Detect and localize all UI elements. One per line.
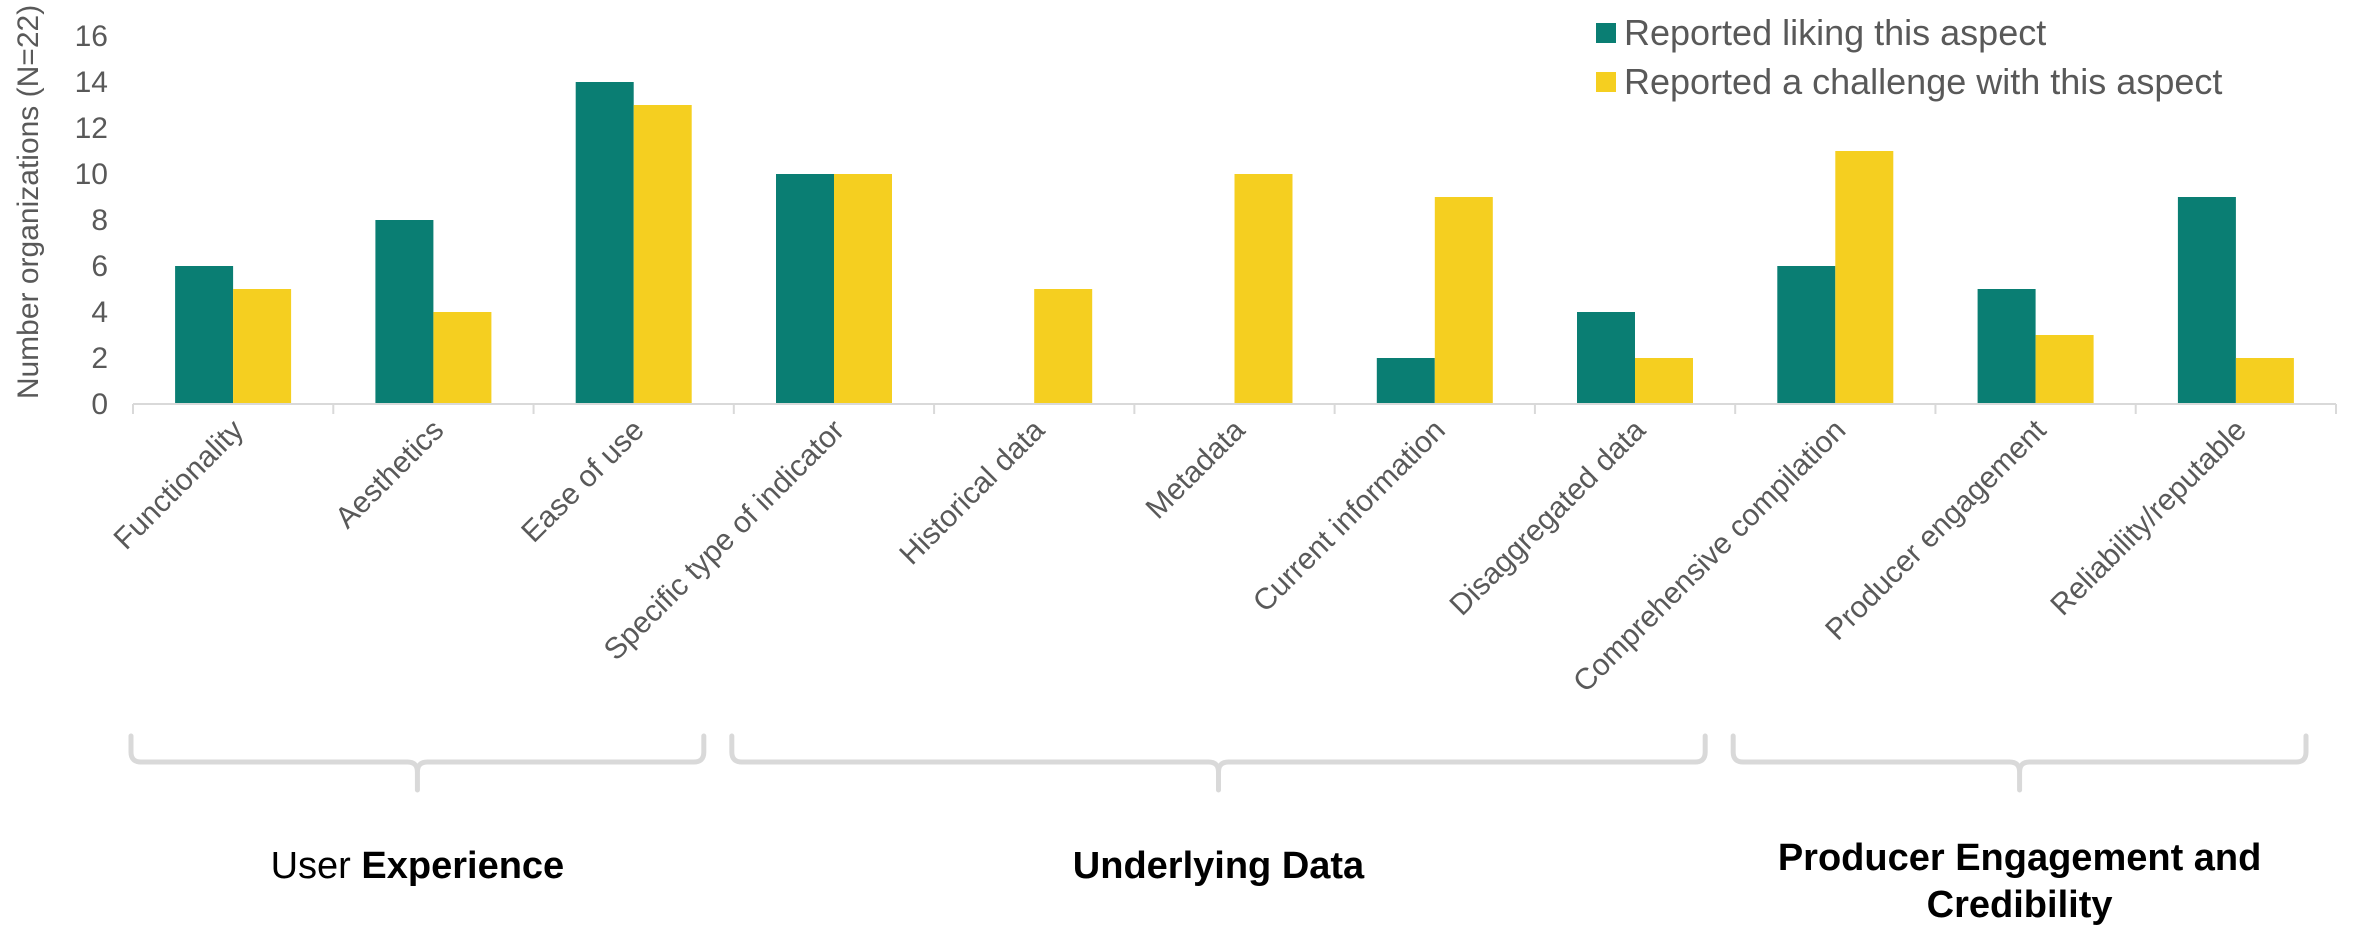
- bar-liked: [575, 82, 634, 404]
- x-axis-category-labels: Functionality Aesthetics Ease of useSpecif…: [108, 413, 2253, 699]
- group-bracket: [729, 733, 1708, 793]
- y-tick-label: 14: [75, 66, 108, 99]
- legend-swatch: [1596, 72, 1616, 92]
- group-label: Producer Engagement and: [1778, 837, 2262, 879]
- y-tick-label: 0: [91, 388, 108, 421]
- legend: Reported liking this aspect Reported a ch…: [1596, 12, 2222, 102]
- bar-liked: [776, 174, 834, 404]
- bar-liked: [175, 266, 234, 404]
- bar-liked: [1376, 358, 1435, 404]
- bar-challenge: [433, 312, 492, 404]
- y-tick-label: 8: [91, 204, 108, 237]
- group-label-part: Experience: [361, 845, 564, 887]
- bar-challenge: [1434, 197, 1493, 404]
- group-label-part: Underlying Data: [1073, 845, 1365, 887]
- bar-liked: [2177, 197, 2236, 404]
- bar-challenge: [1034, 289, 1093, 404]
- y-tick-label: 16: [75, 20, 108, 53]
- bar-liked: [1977, 289, 2036, 404]
- bar-challenge: [633, 105, 692, 404]
- bar-liked: [1777, 266, 1836, 404]
- bar-challenge: [2035, 335, 2094, 404]
- group-label: User Experience: [271, 845, 565, 887]
- x-category-label: Current information: [1247, 414, 1452, 619]
- x-category-label: Ease of use: [515, 414, 650, 549]
- y-axis-title-text: Number organizations (N=22): [12, 5, 45, 399]
- legend-swatch: [1596, 23, 1616, 43]
- y-tick-label: 4: [91, 296, 108, 329]
- y-tick-label: 10: [75, 158, 108, 191]
- group-label-part: User: [271, 845, 362, 887]
- bar-liked: [375, 220, 434, 404]
- bar-challenge: [233, 289, 292, 404]
- x-category-label: Functionality: [108, 414, 250, 556]
- x-category-label: Reliability/reputable: [2044, 414, 2252, 622]
- group-bracket: [1730, 733, 2309, 793]
- bar-challenge: [2235, 358, 2294, 404]
- x-axis-tick-marks: [132, 404, 2337, 414]
- y-axis-ticks: 0 2 4 6 8 10 12 14 16: [75, 20, 108, 421]
- y-tick-label: 6: [91, 250, 108, 283]
- group-label: Underlying Data: [1073, 845, 1365, 887]
- y-tick-label: 2: [91, 342, 108, 375]
- group-label: Credibility: [1927, 884, 2113, 926]
- x-category-label: Metadata: [1140, 413, 1252, 525]
- group-bracket: [128, 733, 707, 793]
- y-axis-title: Number organizations (N=22): [12, 5, 45, 399]
- bar-liked: [1577, 312, 1635, 404]
- x-category-label: Producer engagement: [1819, 413, 2053, 647]
- legend-label: Reported liking this aspect: [1624, 12, 2046, 53]
- legend-label: Reported a challenge with this aspect: [1624, 61, 2222, 102]
- bar-challenge: [1234, 174, 1293, 404]
- category-groups: User Experience Underlying Data Producer E…: [128, 733, 2309, 926]
- bar-challenge: [834, 174, 892, 404]
- bar-challenge: [1635, 358, 1693, 404]
- x-category-label: Disaggregated data: [1443, 413, 1652, 622]
- y-tick-label: 12: [75, 112, 108, 145]
- bars: [175, 82, 2294, 404]
- bar-challenge: [1835, 151, 1894, 404]
- x-category-label: Aesthetics: [329, 414, 450, 535]
- x-category-label: Historical data: [893, 413, 1051, 571]
